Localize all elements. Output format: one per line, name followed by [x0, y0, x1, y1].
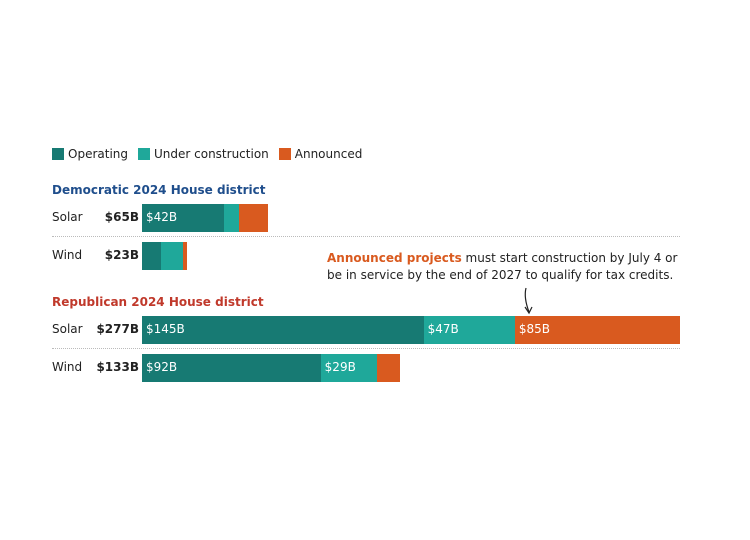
group-title: Democratic 2024 House district: [52, 183, 266, 197]
bar-row: Wind $133B $92B $29B: [52, 354, 680, 382]
group-title: Republican 2024 House district: [52, 295, 264, 309]
bar-row: Solar $277B $145B $47B $85B: [52, 316, 680, 344]
bar-segment: [161, 242, 183, 270]
annotation-text: must start construction by July 4 or be …: [327, 251, 678, 282]
bar-segment: [182, 242, 187, 270]
data-label: $42B: [146, 210, 178, 224]
bar-segment: [377, 354, 401, 382]
total-label: $23B: [104, 248, 139, 262]
data-label: $145B: [146, 322, 185, 336]
data-label: $92B: [146, 360, 178, 374]
data-label: $85B: [518, 322, 551, 336]
row-divider: [52, 348, 680, 349]
legend-label: Under construction: [154, 147, 269, 161]
bar-segment: $47B: [423, 316, 515, 344]
bar-segment: $92B: [142, 354, 321, 382]
annotation-highlight: Announced projects: [327, 251, 462, 265]
category-label: Wind: [52, 360, 83, 374]
total-label: $277B: [96, 322, 139, 336]
bar-segment: [223, 204, 240, 232]
annotation-arrow-icon: [524, 287, 533, 315]
legend: Operating Under construction Announced: [52, 147, 372, 161]
bar-segment: $85B: [514, 316, 680, 344]
legend-swatch: [52, 148, 64, 160]
bar-segment: $42B: [142, 204, 224, 232]
legend-item: Under construction: [138, 147, 269, 161]
bar-row: Wind $23B: [52, 242, 680, 270]
total-label: $133B: [96, 360, 139, 374]
legend-label: Announced: [294, 147, 363, 161]
bar-segment: $145B: [142, 316, 424, 344]
legend-swatch: [138, 148, 150, 160]
data-label: $47B: [427, 322, 459, 336]
row-divider: [52, 236, 680, 237]
bar-segment: [239, 204, 269, 232]
legend-label: Operating: [68, 147, 128, 161]
category-label: Wind: [52, 248, 83, 262]
data-label: $29B: [324, 360, 356, 374]
bar-segment: [142, 242, 162, 270]
category-label: Solar: [52, 322, 83, 336]
bar-segment: $29B: [320, 354, 377, 382]
total-label: $65B: [104, 210, 139, 224]
category-label: Solar: [52, 210, 83, 224]
legend-swatch: [278, 148, 291, 160]
bar-row: Solar $65B $42B: [52, 204, 680, 232]
legend-item: Operating: [52, 147, 128, 161]
legend-item: Announced: [278, 147, 363, 161]
annotation: Announced projects must start constructi…: [327, 250, 687, 284]
